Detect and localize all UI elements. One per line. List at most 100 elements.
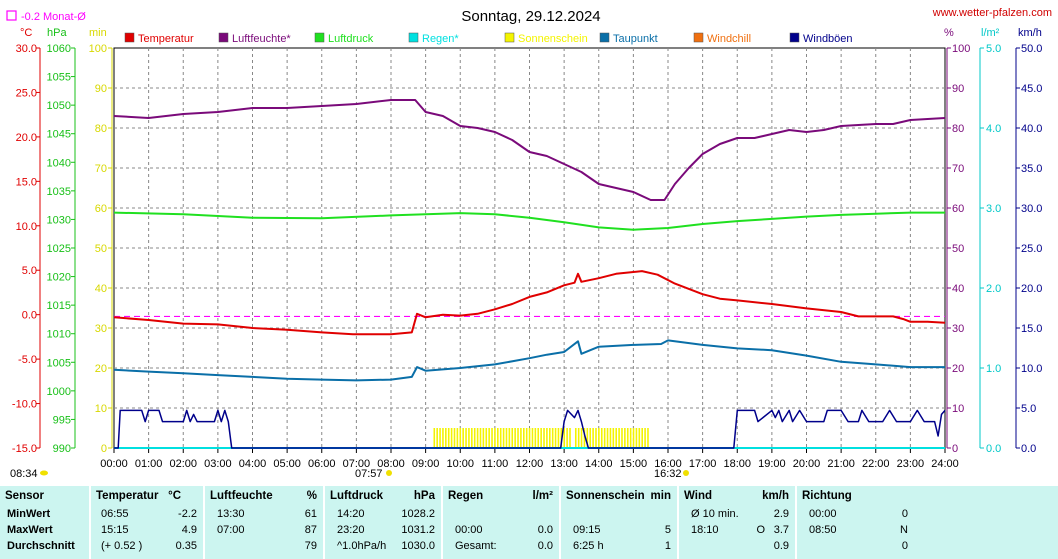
- axis-label-sunshine_minutes: 30: [95, 323, 107, 335]
- stats-column-1: Temperatur °C 06:55 -2.2 15:15 4.9 (+ 0.52 ) 0.…: [91, 486, 203, 559]
- axis-label-rain: 5.0: [986, 43, 1001, 55]
- site-link[interactable]: www.wetter-pfalzen.com: [932, 7, 1052, 19]
- stats-cell-value: 1028.2: [401, 508, 435, 520]
- stats-cell-label: 14:20: [337, 508, 365, 520]
- sunshine-end-time: 16:32: [654, 468, 682, 480]
- grid: [113, 47, 946, 449]
- axis-label-humidity_percent: 50: [952, 243, 964, 255]
- stats-cell-value: 1030.0: [401, 540, 435, 552]
- axis-label-humidity_percent: 100: [952, 43, 970, 55]
- stats-cell-label: 00:00: [455, 524, 483, 536]
- x-tick-label: 24:00: [931, 458, 959, 470]
- stats-cell-value: 0.35: [175, 540, 197, 552]
- stats-row: 23:20 1031.2: [325, 524, 441, 539]
- stats-cell-label: 00:00: [809, 508, 837, 520]
- stats-column-4: Regen l/m² 00:00 0.0 Gesamt: 0.0: [443, 486, 559, 559]
- stats-cell-value: 0.9: [773, 540, 789, 552]
- x-tick-label: 22:00: [862, 458, 890, 470]
- stats-header-unit: l/m²: [532, 490, 553, 502]
- axis-label-wind_kmh: 30.0: [1021, 203, 1042, 215]
- axis-label-pressure: 1020: [47, 272, 71, 284]
- stats-cell-label: 08:50: [809, 524, 837, 536]
- axis-label-rain: 4.0: [986, 123, 1001, 135]
- axis-label-wind_kmh: 0.0: [1021, 443, 1036, 455]
- stats-column-6: Wind km/h Ø 10 min. 2.9 18:10 O 3.7 0.9: [679, 486, 795, 559]
- axis-label-temperature: 0.0: [22, 310, 37, 322]
- stats-cell-label: 23:20: [337, 524, 365, 536]
- axis-label-sunshine_minutes: 60: [95, 203, 107, 215]
- axis-label-rain: 3.0: [986, 203, 1001, 215]
- unit-kmh: km/h: [1018, 27, 1042, 39]
- stats-cell-value: 5: [664, 524, 671, 536]
- sunshine-start-icon: [386, 470, 392, 476]
- x-tick-label: 21:00: [827, 458, 855, 470]
- month-avg-icon: [6, 10, 17, 21]
- axis-label-wind_kmh: 45.0: [1021, 83, 1042, 95]
- axis-label-pressure: 1035: [47, 186, 71, 198]
- x-tick-label: 07:00: [343, 458, 371, 470]
- stats-row: [443, 508, 559, 523]
- x-tick-label: 01:00: [135, 458, 163, 470]
- stats-cell-value: 0: [901, 508, 908, 520]
- axis-label-temperature: 5.0: [22, 265, 37, 277]
- sunrise-sun-icon: [40, 470, 48, 476]
- stats-cell-label: MaxWert: [7, 524, 53, 536]
- axis-label-rain: 1.0: [986, 363, 1001, 375]
- stats-row: 0.9: [679, 540, 795, 555]
- stats-header-unit: %: [306, 490, 317, 502]
- series-layer: [113, 99, 946, 449]
- axis-label-sunshine_minutes: 10: [95, 403, 107, 415]
- stats-cell-value: 87: [304, 524, 317, 536]
- x-tick-label: 00:00: [100, 458, 128, 470]
- stats-cell-label: Durchschnitt: [7, 540, 75, 552]
- axis-label-pressure: 1045: [47, 129, 71, 141]
- axis-label-sunshine_minutes: 20: [95, 363, 107, 375]
- legend-swatch-windchill: [693, 32, 704, 43]
- axis-label-pressure: 1060: [47, 43, 71, 55]
- stats-column-header: Temperatur °C: [91, 490, 203, 506]
- axis-label-wind_kmh: 20.0: [1021, 283, 1042, 295]
- legend-label-sunshine: Sonnenschein: [518, 33, 588, 45]
- axis-label-temperature: 10.0: [16, 221, 37, 233]
- month-avg-label: -0.2 Monat-Ø: [21, 11, 86, 23]
- stats-header-unit: °C: [168, 490, 181, 502]
- axis-label-pressure: 1010: [47, 329, 71, 341]
- stats-header-title: Sensor: [5, 490, 44, 502]
- axis-label-wind_kmh: 50.0: [1021, 43, 1042, 55]
- legend-swatch-pressure: [314, 32, 325, 43]
- stats-row: MaxWert: [0, 524, 89, 539]
- legend-label-dewpoint: Taupunkt: [613, 33, 658, 45]
- x-tick-label: 12:00: [516, 458, 544, 470]
- stats-column-3: Luftdruck hPa 14:20 1028.2 23:20 1031.2 ^1.0hP…: [325, 486, 441, 559]
- stats-cell-extra: O: [756, 524, 765, 536]
- stats-row: ^1.0hPa/h 1030.0: [325, 540, 441, 555]
- legend: Temperatur Luftfeuchte* Luftdruck Regen* Son…: [124, 32, 853, 45]
- chart-title: Sonntag, 29.12.2024: [461, 8, 600, 25]
- axis-label-temperature: 25.0: [16, 87, 37, 99]
- statistics-table: Sensor MinWert MaxWert Durchschnitt Temperat…: [0, 486, 1058, 559]
- legend-swatch-dewpoint: [599, 32, 610, 43]
- axis-label-pressure: 1015: [47, 300, 71, 312]
- axis-label-sunshine_minutes: 80: [95, 123, 107, 135]
- stats-column-0: Sensor MinWert MaxWert Durchschnitt: [0, 486, 89, 559]
- x-tick-label: 09:00: [412, 458, 440, 470]
- axis-label-humidity_percent: 0: [952, 443, 958, 455]
- x-tick-label: 23:00: [897, 458, 925, 470]
- stats-column-header: Richtung: [797, 490, 1058, 506]
- axis-label-pressure: 995: [53, 414, 71, 426]
- axis-label-wind_kmh: 10.0: [1021, 363, 1042, 375]
- unit-percent: %: [944, 27, 954, 39]
- stats-header-unit: min: [650, 490, 671, 502]
- stats-row: (+ 0.52 ) 0.35: [91, 540, 203, 555]
- axis-label-sunshine_minutes: 50: [95, 243, 107, 255]
- x-tick-label: 04:00: [239, 458, 267, 470]
- stats-row: MinWert: [0, 508, 89, 523]
- legend-swatch-rain: [408, 32, 419, 43]
- axis-label-temperature: 30.0: [16, 43, 37, 55]
- stats-header-unit: hPa: [413, 490, 435, 502]
- stats-header-title: Richtung: [802, 490, 852, 502]
- stats-column-header: Regen l/m²: [443, 490, 559, 506]
- x-tick-label: 05:00: [273, 458, 301, 470]
- stats-cell-label: Ø 10 min.: [691, 508, 739, 520]
- x-tick-label: 20:00: [793, 458, 821, 470]
